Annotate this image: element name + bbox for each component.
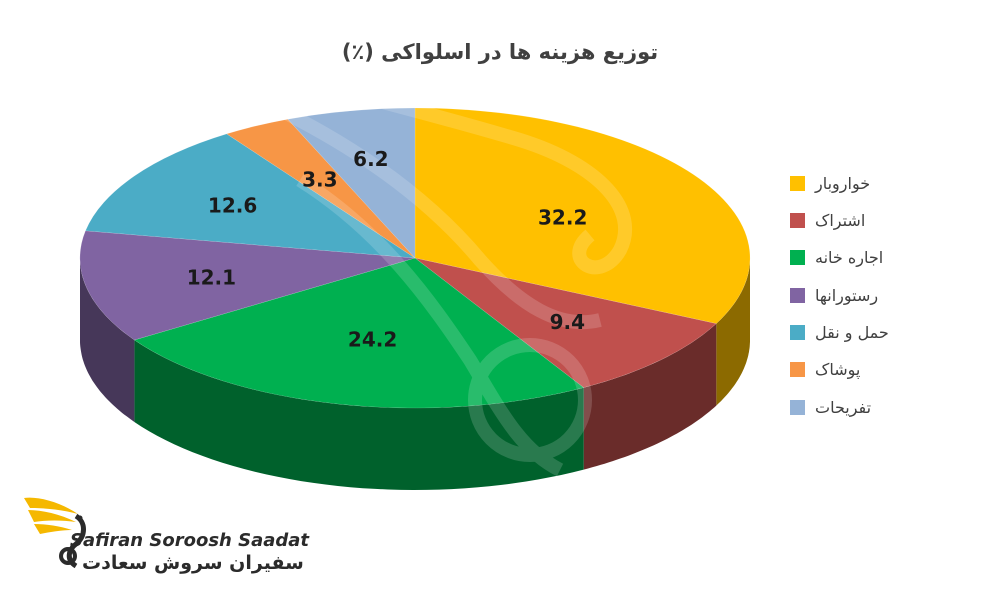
pie-value-label-4: 12.6 [208,194,257,218]
pie-slice-2 [133,257,585,409]
pie-value-label-6: 6.2 [353,147,388,171]
legend-item: رستورانها [790,280,910,310]
legend-label: رستورانها [815,285,879,305]
brand-logo-icon [24,497,86,569]
pie-side-1 [583,323,717,470]
chart-title: توزیع هزینه ها در اسلواکی (٪) [341,40,659,64]
pie-side-2 [134,340,584,490]
pie-side-0 [716,258,750,406]
legend-label: تفریحات [815,397,872,417]
pie-value-label-1: 9.4 [550,310,585,334]
legend-swatch [790,325,805,341]
pie-labels: 32.2 9.4 24.2 12.1 12.6 3.3 6.2 [187,147,588,351]
pie-slice-1 [414,257,717,388]
pie-value-label-5: 3.3 [302,168,337,192]
pie-side-3 [80,258,135,422]
legend-swatch [790,212,805,228]
pie-slice-3 [79,230,416,341]
legend-label: خواروبار [815,173,871,193]
legend-item: اشتراک [790,205,910,235]
legend-item: تفریحات [790,392,910,422]
pie-slice-4 [85,133,416,259]
pie-sides [80,258,750,490]
legend-label: اشتراک [815,210,866,230]
pie-value-label-3: 12.1 [187,265,236,289]
legend-label: اجاره خانه [815,248,884,268]
legend-label: پوشاک [815,360,861,380]
chart-legend: خواروبار اشتراک اجاره خانه رستورانها حمل و ن… [790,168,910,430]
brand-name-english: Safiran Soroosh Saadat [70,530,310,551]
brand-name-persian: سفیران سروش سعادت [82,552,304,574]
legend-item: پوشاک [790,355,910,385]
legend-swatch [790,362,805,378]
legend-swatch [790,250,805,266]
legend-label: حمل و نقل [815,323,889,343]
pie-top [79,107,751,409]
pie-value-label-0: 32.2 [538,206,587,230]
legend-swatch [790,287,805,303]
legend-item: حمل و نقل [790,318,910,348]
pie-slice-0 [414,107,751,324]
legend-swatch [790,175,805,191]
legend-item: خواروبار [790,168,910,198]
legend-swatch [790,399,805,415]
pie-value-label-2: 24.2 [348,327,397,351]
legend-item: اجاره خانه [790,243,910,273]
pie-slice-5 [226,118,416,259]
pie-slice-6 [287,107,416,259]
